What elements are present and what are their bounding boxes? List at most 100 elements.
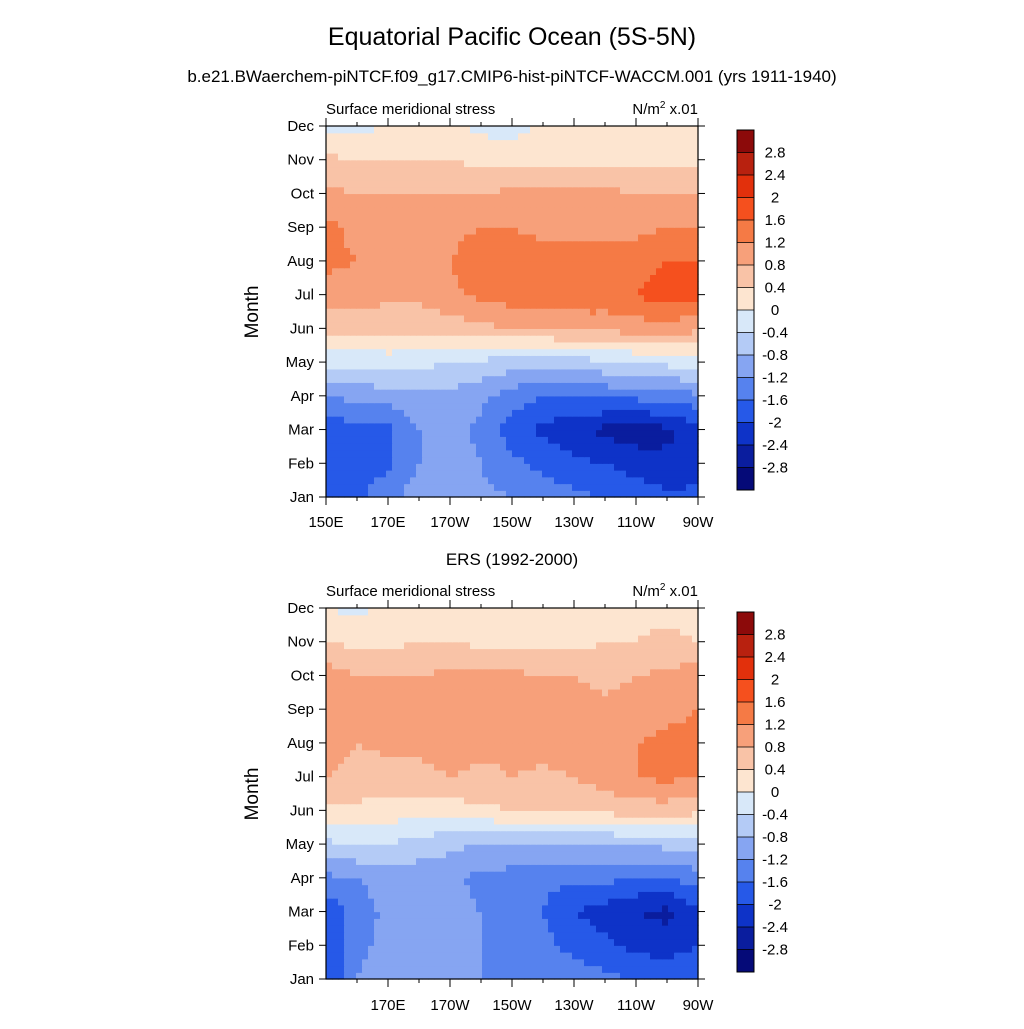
heatmap-cell: [554, 247, 561, 254]
heatmap-cell: [362, 166, 369, 173]
heatmap-cell: [518, 281, 525, 288]
heatmap-cell: [482, 315, 489, 322]
heatmap-cell: [662, 126, 669, 133]
heatmap-cell: [500, 160, 507, 167]
heatmap-cell: [602, 918, 609, 925]
heatmap-cell: [668, 932, 675, 939]
heatmap-cell: [422, 824, 429, 831]
heatmap-cell: [386, 939, 393, 946]
heatmap-cell: [440, 322, 447, 329]
heatmap-cell: [344, 261, 351, 268]
heatmap-cell: [530, 477, 537, 484]
heatmap-cell: [626, 966, 633, 973]
heatmap-cell: [434, 342, 441, 349]
heatmap-cell: [362, 349, 369, 356]
heatmap-cell: [662, 295, 669, 302]
heatmap-cell: [494, 133, 501, 140]
heatmap-cell: [638, 396, 645, 403]
heatmap-cell: [440, 261, 447, 268]
heatmap-cell: [578, 409, 585, 416]
heatmap-cell: [680, 126, 687, 133]
heatmap-cell: [638, 824, 645, 831]
heatmap-cell: [686, 227, 693, 234]
heatmap-cell: [470, 837, 477, 844]
heatmap-cell: [338, 146, 345, 153]
heatmap-cell: [506, 416, 513, 423]
heatmap-cell: [674, 430, 681, 437]
heatmap-cell: [446, 247, 453, 254]
heatmap-cell: [392, 858, 399, 865]
heatmap-cell: [488, 389, 495, 396]
heatmap-cell: [680, 463, 687, 470]
heatmap-cell: [362, 355, 369, 362]
heatmap-cell: [410, 335, 417, 342]
heatmap-cell: [488, 220, 495, 227]
heatmap-cell: [488, 281, 495, 288]
heatmap-cell: [470, 342, 477, 349]
heatmap-cell: [476, 254, 483, 261]
heatmap-cell: [464, 139, 471, 146]
heatmap-cell: [518, 160, 525, 167]
heatmap-cell: [584, 851, 591, 858]
heatmap-cell: [386, 281, 393, 288]
heatmap-cell: [680, 844, 687, 851]
heatmap-cell: [584, 274, 591, 281]
heatmap-cell: [482, 139, 489, 146]
heatmap-cell: [476, 878, 483, 885]
heatmap-cell: [656, 409, 663, 416]
heatmap-cell: [536, 952, 543, 959]
heatmap-cell: [536, 443, 543, 450]
heatmap-cell: [410, 871, 417, 878]
heatmap-cell: [458, 234, 465, 241]
heatmap-cell: [374, 207, 381, 214]
heatmap-cell: [680, 234, 687, 241]
heatmap-cell: [632, 126, 639, 133]
heatmap-cell: [362, 477, 369, 484]
heatmap-cell: [494, 308, 501, 315]
heatmap-cell: [518, 241, 525, 248]
heatmap-cell: [518, 851, 525, 858]
heatmap-cell: [446, 470, 453, 477]
heatmap-cell: [632, 864, 639, 871]
heatmap-cell: [590, 268, 597, 275]
heatmap-cell: [494, 166, 501, 173]
heatmap-cell: [512, 457, 519, 464]
heatmap-cell: [560, 274, 567, 281]
heatmap-cell: [548, 918, 555, 925]
heatmap-cell: [332, 918, 339, 925]
heatmap-cell: [494, 389, 501, 396]
heatmap-cell: [578, 295, 585, 302]
heatmap-cell: [506, 180, 513, 187]
heatmap-cell: [332, 945, 339, 952]
heatmap-cell: [584, 180, 591, 187]
heatmap-cell: [404, 247, 411, 254]
heatmap-cell: [356, 288, 363, 295]
heatmap-cell: [638, 885, 645, 892]
heatmap-cell: [566, 885, 573, 892]
heatmap-cell: [338, 409, 345, 416]
heatmap-cell: [476, 885, 483, 892]
heatmap-cell: [572, 952, 579, 959]
heatmap-cell: [410, 153, 417, 160]
heatmap-cell: [530, 443, 537, 450]
heatmap-cell: [506, 328, 513, 335]
heatmap-cell: [686, 146, 693, 153]
heatmap-cell: [446, 436, 453, 443]
heatmap-cell: [518, 349, 525, 356]
heatmap-cell: [404, 885, 411, 892]
heatmap-cell: [590, 470, 597, 477]
heatmap-cell: [356, 369, 363, 376]
heatmap-cell: [512, 871, 519, 878]
heatmap-cell: [686, 335, 693, 342]
heatmap-cell: [620, 308, 627, 315]
heatmap-cell: [680, 905, 687, 912]
heatmap-cell: [488, 166, 495, 173]
heatmap-cell: [404, 335, 411, 342]
heatmap-cell: [572, 295, 579, 302]
heatmap-cell: [518, 389, 525, 396]
heatmap-cell: [404, 912, 411, 919]
heatmap-cell: [590, 484, 597, 491]
heatmap-cell: [374, 241, 381, 248]
heatmap-cell: [512, 322, 519, 329]
heatmap-cell: [368, 335, 375, 342]
